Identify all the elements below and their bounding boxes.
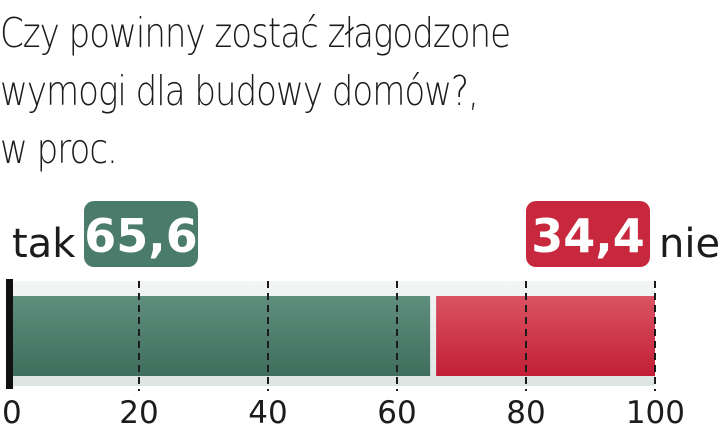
value-badge-nie [526, 201, 650, 267]
value-label-nie: 34,4 [531, 209, 645, 263]
axis-zero-line [6, 279, 13, 389]
series-name-tak: tak [12, 221, 76, 267]
title-line-2: wymogi dla budowy domów?, [0, 67, 479, 115]
value-label-tak: 65,6 [84, 209, 198, 263]
grid-lines [138, 281, 656, 391]
bar-segment-nie [436, 296, 655, 376]
x-tick-label: 0 [2, 395, 22, 429]
x-tick-label: 40 [248, 395, 287, 429]
chart-title: Czy powinny zostać złagodzone wymogi dla… [0, 4, 581, 178]
x-tick-label: 80 [506, 395, 545, 429]
x-tick-label: 60 [377, 395, 416, 429]
x-tick-label: 100 [626, 395, 685, 429]
series-name-nie: nie [659, 221, 720, 267]
x-tick-label: 20 [119, 395, 158, 429]
title-line-3: w proc. [0, 125, 118, 173]
title-line-1: Czy powinny zostać złagodzone [0, 9, 511, 57]
x-axis-ticks: 0 20 40 60 80 100 [2, 395, 685, 429]
value-badge-tak [84, 201, 198, 267]
bar-segment-tak [10, 296, 431, 376]
